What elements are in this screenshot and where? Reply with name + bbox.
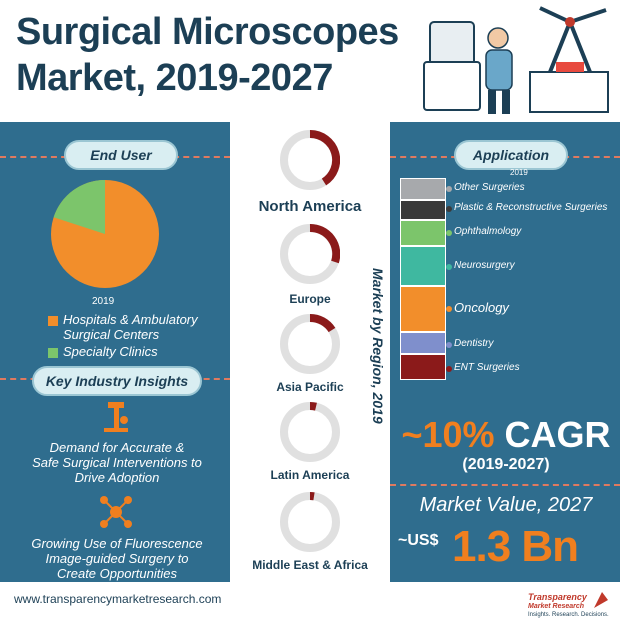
legend-clinics: Specialty Clinics [48,344,158,359]
region-donut-asia-pacific [280,314,340,374]
insight-text: Drive Adoption [74,470,160,485]
app-bar-dentistry [400,332,446,354]
legend-label: Surgical Centers [63,327,160,342]
application-heading: Application [454,140,568,170]
page-title-line1: Surgical Microscopes [16,11,399,53]
end-user-heading: End User [64,140,178,170]
logo-line: Transparency [528,592,587,602]
insight-2: Growing Use of Fluorescence Image-guided… [10,536,224,581]
app-label-other: Other Surgeries [454,182,525,193]
legend-swatch [48,347,58,358]
region-label-europe: Europe [289,292,331,306]
footer [0,582,620,620]
legend-dot [446,206,452,212]
pie-slice-clinics [53,179,105,234]
app-label-plastic: Plastic & Reconstructive Surgeries [454,202,608,213]
legend-dot [446,342,452,348]
app-label-ent: ENT Surgeries [454,362,520,373]
end-user-pie-chart [51,179,159,288]
cagr-percent: ~10% [401,414,495,455]
app-bar-other [400,178,446,200]
region-label-middle-east-africa: Middle East & Africa [252,558,368,572]
region-donut-europe [280,224,340,284]
header [0,0,620,122]
end-user-year: 2019 [92,296,115,307]
legend-label: Specialty Clinics [63,344,158,359]
region-label-north-america: North America [258,198,362,215]
app-bar-ent [400,354,446,380]
logo-arrow-icon [594,592,608,608]
logo-line: Market Research [528,603,585,610]
application-year: 2019 [510,168,528,177]
cagr-value: ~10% CAGR [392,414,620,456]
market-value-title: Market Value, 2027 [419,494,593,516]
insight-text: Safe Surgical Interventions to [32,455,202,470]
network-icon [100,496,132,528]
legend-dot [446,230,452,236]
logo: Transparency Market Research [528,592,587,612]
center-panel [230,122,390,582]
insight-text: Create Opportunities [57,566,177,581]
app-bar-oncology [400,286,446,332]
region-chart-label: Market by Region, 2019 [370,268,386,424]
website-link[interactable]: www.transparencymarketresearch.com [14,592,222,606]
region-donut-middle-east-africa [280,492,340,552]
legend-hospitals: Hospitals & Ambulatory Surgical Centers [48,312,198,342]
region-donut-north-america [280,130,340,190]
app-label-dentistry: Dentistry [454,338,494,349]
cagr-years: (2019-2027) [462,456,550,473]
app-bar-neurosurgery [400,246,446,286]
legend-label: Hospitals & Ambulatory [63,312,198,327]
insight-1: Demand for Accurate & Safe Surgical Inte… [10,440,224,485]
cagr-label: CAGR [504,414,611,455]
region-label-asia-pacific: Asia Pacific [276,380,344,394]
market-value-amount: 1.3 Bn [452,522,579,571]
app-bar-ophthalmology [400,220,446,246]
legend-swatch [48,315,58,326]
market-value-prefix: ~US$ [398,532,439,549]
insight-text: Demand for Accurate & [49,440,185,455]
logo-tagline: Insights. Research. Decisions. [528,612,609,618]
surgeon-illustration [423,6,609,114]
key-insights-heading: Key Industry Insights [32,366,202,396]
region-label-latin-america: Latin America [270,468,350,482]
legend-dot [446,366,452,372]
divider [390,484,620,486]
legend-dot [446,264,452,270]
app-label-ophthalmology: Ophthalmology [454,226,522,237]
legend-dot [446,186,452,192]
insight-text: Growing Use of Fluorescence [31,536,203,551]
app-label-oncology: Oncology [454,300,509,315]
app-bar-plastic [400,200,446,220]
region-donut-latin-america [280,402,340,462]
insight-text: Image-guided Surgery to [45,551,189,566]
app-label-neurosurgery: Neurosurgery [454,260,515,271]
legend-dot [446,306,452,312]
microscope-icon [104,402,128,432]
page-title-line2: Market, 2019-2027 [16,57,333,99]
